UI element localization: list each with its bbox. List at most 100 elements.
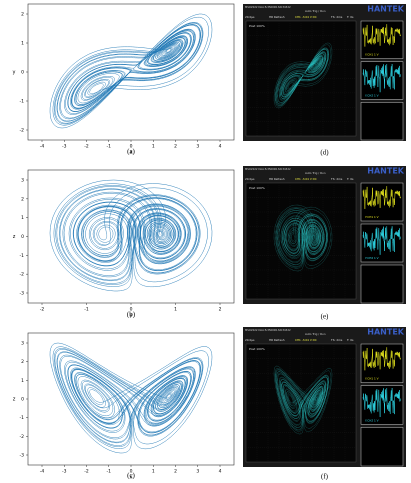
x-tick-label: 0	[130, 307, 133, 313]
y-tick-label: -2	[20, 434, 25, 440]
scope-channel: Y:CH1 1 V	[365, 377, 379, 381]
scope-post: Post 100%	[249, 186, 265, 190]
y-tick-label: -1	[20, 415, 25, 421]
scope-post: Post 100%	[249, 347, 265, 351]
scope-setting: CH1 -3.04 V DC	[295, 15, 317, 19]
x-tick-label: 4	[219, 144, 222, 150]
scope-channel: Y:CH2 1 V	[365, 256, 379, 260]
y-tick-label: -2	[20, 272, 25, 278]
y-tick-label: -2	[20, 128, 25, 134]
scope-channel: Y:CH1 1 V	[365, 53, 379, 57]
x-tick-label: 3	[196, 469, 199, 475]
scope-thumb	[360, 264, 404, 304]
scope-channel: Y:CH2 1 V	[365, 93, 379, 97]
scope-thumb	[360, 20, 404, 59]
scope-setting: 20.0µs	[245, 15, 255, 19]
y-tick-label: -1	[20, 253, 25, 259]
y-tick-label: 3	[21, 178, 24, 184]
y-tick-label: -1	[20, 99, 25, 105]
attractor-curve	[49, 13, 213, 129]
y-tick-label: 0	[21, 397, 24, 403]
scope-trace	[273, 204, 333, 272]
x-tick-label: 2	[219, 307, 222, 313]
x-tick-label: 3	[196, 144, 199, 150]
scope-brand: HANTEK	[367, 167, 405, 176]
scope-setting: CH1 -3.04 V DC	[295, 177, 317, 181]
y-tick-label: 2	[21, 12, 24, 18]
x-axis-label: x	[130, 475, 133, 481]
scope-channel: Y:CH1 1 V	[365, 215, 379, 219]
y-tick-label: 2	[21, 359, 24, 365]
x-tick-label: -1	[107, 144, 112, 150]
x-tick-label: 2	[174, 469, 177, 475]
scope-brand: HANTEK	[367, 5, 405, 14]
scope-channel: Y:CH2 1 V	[365, 418, 379, 422]
x-tick-label: -4	[40, 144, 45, 150]
scope-wave	[362, 63, 401, 93]
y-tick-label: 3	[21, 341, 24, 347]
x-tick-label: -2	[84, 144, 89, 150]
y-tick-label: 0	[21, 70, 24, 76]
scope-setting: TS: 2ms	[330, 15, 343, 19]
x-tick-label: 1	[152, 144, 155, 150]
x-tick-label: 0	[130, 144, 133, 150]
caption: (c)	[127, 472, 135, 480]
y-tick-label: -3	[20, 453, 25, 459]
caption: (b)	[127, 311, 136, 319]
scope-header: MSO2022 DAA:5ct50000.SN:34322	[245, 5, 291, 9]
scope-setting: 20.0µs	[245, 177, 255, 181]
y-tick-label: 1	[21, 378, 24, 384]
x-tick-label: 1	[152, 469, 155, 475]
scope-wave	[362, 347, 401, 371]
scope-status: Auto Trig / Run	[305, 171, 326, 175]
x-axis-label: x	[130, 150, 133, 156]
x-tick-label: 1	[174, 307, 177, 313]
y-axis-label: z	[13, 397, 16, 403]
scope-trace	[273, 42, 333, 109]
scope-setting: 20.0µs	[245, 338, 255, 342]
caption: (f)	[321, 473, 329, 481]
scope-thumb	[360, 343, 404, 383]
scope-wave	[362, 226, 401, 255]
scope-setting: TS: 2ms	[330, 338, 343, 342]
scope-thumb	[360, 102, 404, 141]
y-tick-label: 0	[21, 234, 24, 240]
scope-setting: TS: 2ms	[330, 177, 343, 181]
caption: (d)	[320, 149, 329, 157]
y-tick-label: 1	[21, 215, 24, 221]
scope-setting: HR Refresh	[269, 338, 285, 342]
caption: (e)	[321, 313, 329, 321]
x-tick-label: -2	[40, 307, 45, 313]
scope-wave	[362, 186, 401, 209]
scope-setting: CH1 -3.04 V DC	[295, 338, 317, 342]
x-tick-label: 0	[130, 469, 133, 475]
x-tick-label: -3	[62, 144, 67, 150]
scope-trace	[273, 365, 333, 435]
y-tick-label: -3	[20, 291, 25, 297]
y-axis-label: y	[13, 70, 16, 76]
x-tick-label: -4	[40, 469, 45, 475]
scope-post: Post 100%	[249, 24, 265, 28]
scope-setting: T: 0s	[346, 15, 354, 19]
x-tick-label: 4	[219, 469, 222, 475]
scope-thumb	[360, 182, 404, 222]
scope-brand: HANTEK	[367, 328, 405, 337]
caption: (a)	[127, 148, 135, 156]
x-tick-label: -3	[62, 469, 67, 475]
scope-header: MSO2022 DAA:5ct50000.SN:34322	[245, 167, 291, 171]
x-axis-label: y	[130, 313, 133, 319]
x-tick-label: -2	[84, 469, 89, 475]
scope-wave	[362, 387, 401, 418]
scope-header: MSO2022 DAA:5ct50000.SN:34322	[245, 328, 291, 332]
scope-setting: T: 0s	[346, 177, 354, 181]
x-tick-label: -1	[84, 307, 89, 313]
scope-wave	[362, 24, 401, 47]
y-tick-label: 2	[21, 196, 24, 202]
scope-status: Auto Trig / Run	[305, 9, 326, 13]
x-tick-label: 2	[174, 144, 177, 150]
scope-status: Auto Trig / Run	[305, 332, 326, 336]
attractor-curve	[49, 342, 213, 454]
scope-setting: HR Refresh	[269, 177, 285, 181]
x-tick-label: -1	[107, 469, 112, 475]
